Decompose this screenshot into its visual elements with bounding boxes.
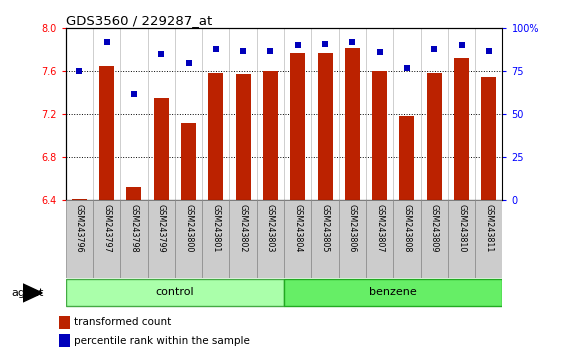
Bar	[421, 200, 448, 278]
Bar	[72, 199, 87, 200]
Text: control: control	[155, 287, 194, 297]
Point	[266, 48, 275, 53]
Text: GSM243811: GSM243811	[484, 204, 493, 252]
Bar	[284, 279, 502, 307]
Bar	[236, 74, 251, 200]
Text: GSM243798: GSM243798	[130, 204, 138, 252]
Text: percentile rank within the sample: percentile rank within the sample	[74, 336, 250, 346]
Bar	[400, 116, 415, 200]
Text: GSM243809: GSM243809	[430, 204, 439, 252]
Bar	[59, 334, 70, 347]
Bar	[257, 200, 284, 278]
Bar	[427, 73, 442, 200]
Point	[184, 60, 193, 65]
Point	[429, 46, 439, 52]
Bar	[175, 200, 202, 278]
Text: GSM243800: GSM243800	[184, 204, 193, 252]
Text: GSM243804: GSM243804	[293, 204, 302, 252]
Bar	[393, 200, 421, 278]
Bar	[454, 58, 469, 200]
Bar	[284, 200, 311, 278]
Point	[130, 91, 139, 96]
Bar	[154, 98, 168, 200]
Text: GSM243796: GSM243796	[75, 204, 84, 252]
Bar	[59, 316, 70, 329]
Text: benzene: benzene	[369, 287, 417, 297]
Point	[375, 50, 384, 55]
Text: GDS3560 / 229287_at: GDS3560 / 229287_at	[66, 14, 212, 27]
Polygon shape	[23, 284, 42, 302]
Bar	[120, 200, 147, 278]
Bar	[66, 200, 93, 278]
Bar	[66, 279, 284, 307]
Bar	[366, 200, 393, 278]
Bar	[317, 53, 332, 200]
Point	[211, 46, 220, 52]
Bar	[448, 200, 475, 278]
Bar	[202, 200, 230, 278]
Point	[484, 48, 493, 53]
Point	[293, 43, 302, 48]
Bar	[475, 200, 502, 278]
Point	[457, 43, 466, 48]
Text: GSM243797: GSM243797	[102, 204, 111, 253]
Bar	[263, 71, 278, 200]
Point	[75, 68, 84, 74]
Bar	[208, 73, 223, 200]
Text: GSM243803: GSM243803	[266, 204, 275, 252]
Point	[156, 51, 166, 57]
Text: agent: agent	[11, 288, 44, 298]
Text: GSM243806: GSM243806	[348, 204, 357, 252]
Text: GSM243801: GSM243801	[211, 204, 220, 252]
Bar	[345, 48, 360, 200]
Bar	[93, 200, 120, 278]
Text: GSM243805: GSM243805	[320, 204, 329, 252]
Bar	[311, 200, 339, 278]
Text: GSM243799: GSM243799	[156, 204, 166, 253]
Text: GSM243807: GSM243807	[375, 204, 384, 252]
Point	[239, 48, 248, 53]
Bar	[481, 76, 496, 200]
Text: GSM243808: GSM243808	[403, 204, 412, 252]
Bar	[339, 200, 366, 278]
Text: GSM243810: GSM243810	[457, 204, 466, 252]
Text: transformed count: transformed count	[74, 317, 172, 327]
Bar	[99, 66, 114, 200]
Bar	[126, 187, 142, 200]
Bar	[290, 53, 305, 200]
Text: GSM243802: GSM243802	[239, 204, 248, 252]
Bar	[372, 71, 387, 200]
Bar	[147, 200, 175, 278]
Bar	[181, 123, 196, 200]
Point	[102, 39, 111, 45]
Point	[320, 41, 329, 47]
Bar	[230, 200, 257, 278]
Point	[403, 65, 412, 71]
Point	[348, 39, 357, 45]
